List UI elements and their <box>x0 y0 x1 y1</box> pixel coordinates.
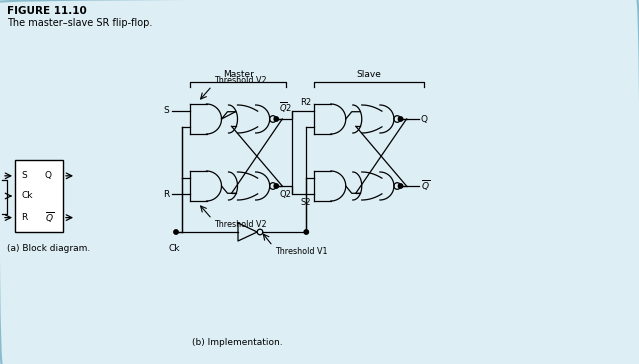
Text: R: R <box>163 190 169 199</box>
Text: Ck: Ck <box>168 244 180 253</box>
Text: Master: Master <box>223 70 254 79</box>
Text: R: R <box>21 213 27 222</box>
Text: Q: Q <box>45 171 52 180</box>
Text: Q2: Q2 <box>279 190 291 199</box>
Text: Ck: Ck <box>21 191 33 201</box>
Circle shape <box>304 230 309 234</box>
Circle shape <box>274 117 279 121</box>
Text: R2: R2 <box>300 98 311 107</box>
Text: Threshold V2: Threshold V2 <box>214 76 266 85</box>
Text: Q: Q <box>420 115 427 123</box>
Text: (a) Block diagram.: (a) Block diagram. <box>7 244 90 253</box>
Text: S: S <box>163 106 169 115</box>
Bar <box>15 160 63 232</box>
Text: (b) Implementation.: (b) Implementation. <box>192 338 282 347</box>
Circle shape <box>174 230 178 234</box>
Circle shape <box>398 117 403 121</box>
Circle shape <box>274 184 279 188</box>
Text: S2: S2 <box>301 198 311 207</box>
Circle shape <box>398 184 403 188</box>
Text: FIGURE 11.10: FIGURE 11.10 <box>7 6 87 16</box>
Text: S: S <box>21 171 27 180</box>
Text: The master–slave SR flip-flop.: The master–slave SR flip-flop. <box>7 18 152 28</box>
Text: $\overline{Q}$: $\overline{Q}$ <box>45 210 54 225</box>
Text: Threshold V1: Threshold V1 <box>275 247 327 256</box>
Text: $\overline{Q}$2: $\overline{Q}$2 <box>279 100 292 115</box>
Text: Slave: Slave <box>357 70 381 79</box>
Text: $\overline{Q}$: $\overline{Q}$ <box>420 179 429 193</box>
Text: Threshold V2: Threshold V2 <box>214 220 266 229</box>
